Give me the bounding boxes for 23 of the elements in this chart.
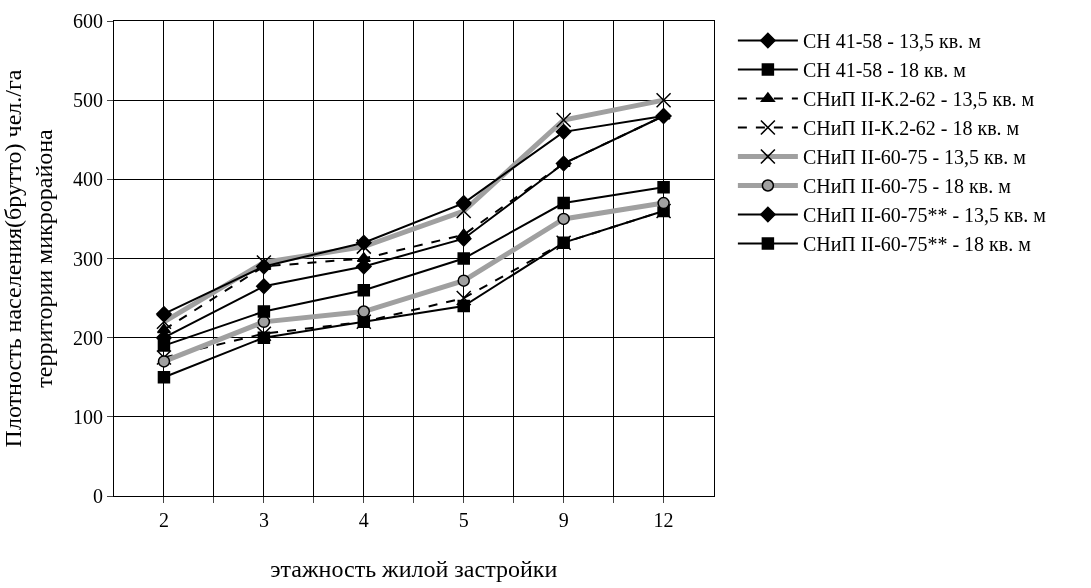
y-tick-label: 400 (73, 168, 103, 191)
x-tick-label: 9 (558, 509, 569, 531)
x-tick-label: 3 (258, 509, 269, 531)
legend-label: СНиП II-60-75 - 13,5 кв. м (802, 146, 1027, 169)
legend-label: СН 41-58 - 18 кв. м (802, 59, 967, 82)
x-tick-label: 5 (458, 509, 469, 531)
legend-label: СНиП II-К.2-62 - 18 кв. м (802, 117, 1020, 140)
legend-label: СН 41-58 - 13,5 кв. м (802, 30, 982, 53)
y-tick-label: 600 (73, 10, 103, 32)
legend-label: СНиП II-60-75 - 18 кв. м (802, 175, 1012, 198)
legend-label: СНиП II-К.2-62 - 13,5 кв. м (802, 88, 1035, 111)
x-tick-label: 4 (358, 509, 369, 531)
y-tick-label: 200 (73, 326, 103, 349)
x-tick-label: 12 (653, 509, 674, 531)
legend-label: СНиП II-60-75** - 18 кв. м (802, 233, 1032, 256)
x-axis-title: этажность жилой застройки (270, 556, 558, 583)
y-tick-label: 300 (73, 247, 103, 270)
y-tick-label: 100 (73, 405, 103, 428)
y-axis-title: Плотность населения(брутто) чел./га территории микрорайона (0, 69, 58, 448)
y-tick-label: 0 (93, 485, 103, 507)
x-tick-label: 2 (158, 509, 169, 531)
y-tick-label: 500 (73, 89, 103, 112)
legend-label: СНиП II-60-75** - 13,5 кв. м (802, 204, 1047, 227)
